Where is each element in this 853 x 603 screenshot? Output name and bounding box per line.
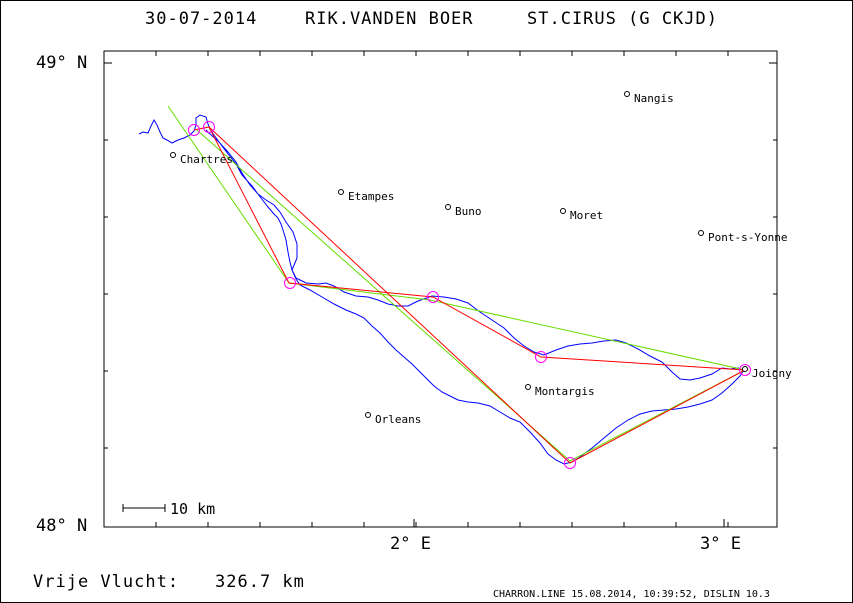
- distance-label: Vrije Vlucht:: [33, 572, 179, 592]
- town-label: Pont-s-Yonne: [708, 231, 787, 244]
- turnpoint-circle: [203, 121, 215, 133]
- town-marker: [525, 384, 531, 390]
- town-pont-s-yonne: Pont-s-Yonne: [698, 230, 787, 244]
- pilot-name: RIK.VANDEN BOER: [305, 9, 474, 29]
- map-frame: [103, 50, 778, 528]
- turnpoint-markers: [188, 121, 751, 469]
- flight-date: 30-07-2014: [145, 9, 257, 29]
- axis-ticks: [103, 51, 777, 527]
- town-label: Moret: [570, 209, 603, 222]
- town-label: Nangis: [634, 92, 674, 105]
- scale-bar-label: 10 km: [170, 500, 215, 518]
- longitude-2e-label: 2° E: [390, 534, 431, 554]
- town-orleans: Orleans: [365, 412, 421, 426]
- town-marker: [445, 204, 451, 210]
- town-chartres: Chartres: [170, 152, 233, 166]
- flight-track: [138, 114, 745, 465]
- turnpoint-circle: [535, 351, 547, 363]
- town-label: Buno: [455, 205, 482, 218]
- turnpoint-circle: [739, 364, 751, 376]
- latitude-top-label: 49° N: [36, 53, 87, 73]
- town-marker: [698, 230, 704, 236]
- task-route: [193, 126, 747, 464]
- town-buno: Buno: [445, 204, 482, 218]
- turnpoint-circle: [564, 457, 576, 469]
- town-marker: [365, 412, 371, 418]
- town-etampes: Etampes: [338, 189, 394, 203]
- town-marker: [742, 366, 748, 372]
- town-joigny: Joigny: [742, 366, 792, 380]
- town-marker: [170, 152, 176, 158]
- town-label: Etampes: [348, 190, 394, 203]
- optimized-route: [167, 105, 747, 462]
- town-label: Montargis: [535, 385, 595, 398]
- turnpoint-circle: [284, 277, 296, 289]
- town-moret: Moret: [560, 208, 603, 222]
- credits-line: CHARRON.LINE 15.08.2014, 10:39:52, DISLI…: [493, 589, 770, 600]
- town-label: Joigny: [752, 367, 792, 380]
- glider-name: ST.CIRUS (G CKJD): [527, 9, 718, 29]
- latitude-bottom-label: 48° N: [36, 516, 87, 536]
- town-montargis: Montargis: [525, 384, 595, 398]
- town-marker: [338, 189, 344, 195]
- town-label: Orleans: [375, 413, 421, 426]
- turnpoint-circle: [188, 124, 200, 136]
- town-nangis: Nangis: [624, 91, 674, 105]
- town-label: Chartres: [180, 153, 233, 166]
- distance-value: 326.7 km: [215, 572, 305, 592]
- turnpoint-circle: [427, 291, 439, 303]
- town-marker: [560, 208, 566, 214]
- town-markers: Chartres Etampes Buno Moret Nangis Pont-s-Yon…: [170, 91, 792, 426]
- longitude-3e-label: 3° E: [700, 534, 741, 554]
- town-marker: [624, 91, 630, 97]
